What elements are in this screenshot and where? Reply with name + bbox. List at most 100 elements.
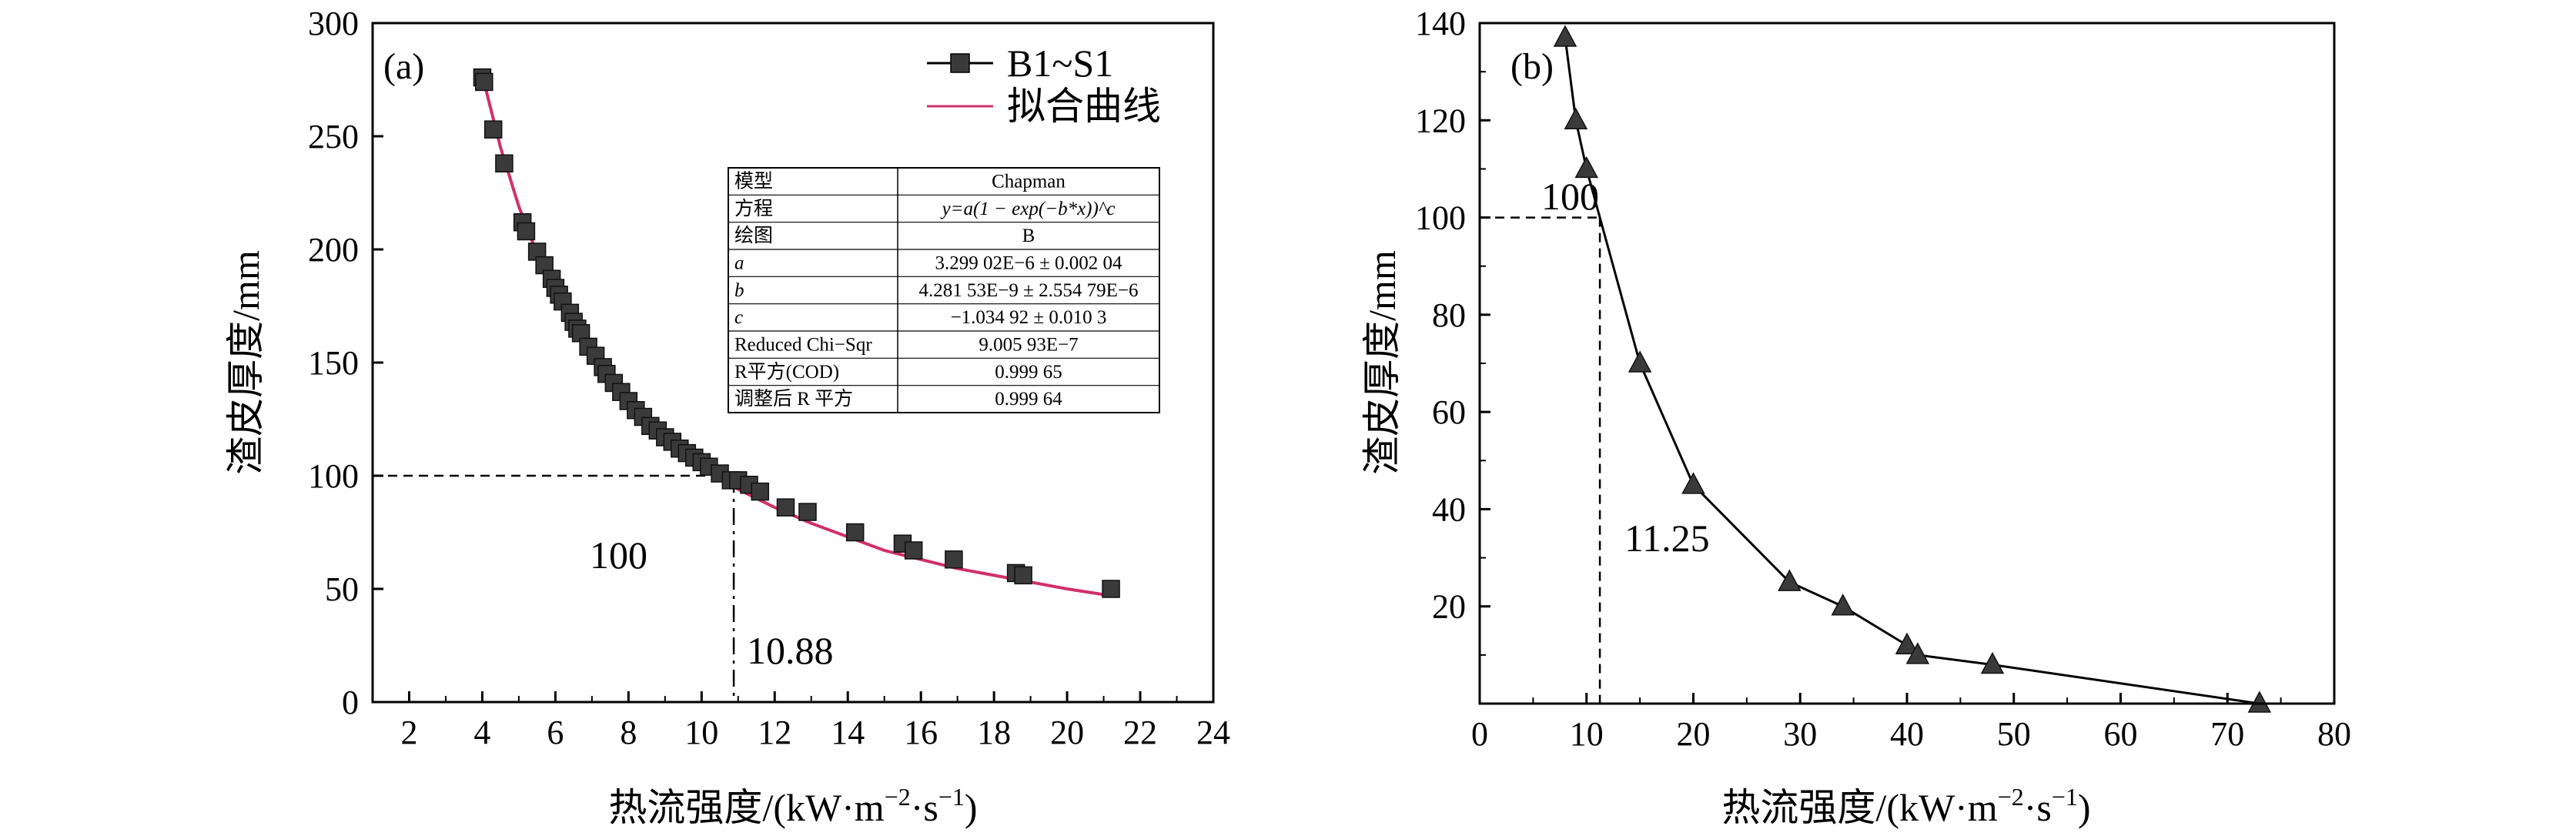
x-tick-label: 50: [1997, 715, 2031, 753]
fit-table-key: c: [734, 307, 743, 328]
panel-b-x-axis-title: 热流强度/(kW·m−2·s−1): [1721, 783, 2090, 829]
fit-table-value: −1.034 92 ± 0.010 3: [951, 307, 1107, 328]
panel-b-data-points: [1553, 25, 2272, 713]
fit-table-value: B: [1022, 226, 1035, 246]
fit-table-value: 0.999 64: [995, 389, 1062, 410]
scatter-point: [776, 498, 795, 517]
triangle-point: [1553, 25, 1577, 47]
series-line: [1564, 37, 2260, 705]
panel-a-x-mark-label: 10.88: [747, 629, 834, 672]
fit-table-value: 9.005 93E−7: [979, 334, 1078, 355]
panel-a-data-points: [473, 68, 1120, 598]
triangle-point: [1905, 642, 1930, 664]
fit-table-value: 0.999 65: [995, 362, 1062, 383]
y-tick-label: 0: [342, 684, 359, 721]
x-tick-label: 10: [1570, 715, 1604, 753]
legend-label-scatter: B1~S1: [1007, 42, 1113, 85]
panel-b-guide-lines: [1480, 216, 1601, 704]
fit-table-value: 4.281 53E−9 ± 2.554 79E−6: [919, 280, 1139, 301]
panel-a-y-axis-title: 渣皮厚度/mm: [224, 250, 267, 475]
x-tick-label: 20: [1050, 714, 1084, 751]
scatter-point: [1102, 580, 1120, 598]
scatter-point: [751, 482, 770, 501]
y-tick-label: 80: [1432, 296, 1466, 334]
scatter-point: [945, 550, 963, 569]
panel-a-legend: B1~S1 拟合曲线: [927, 42, 1161, 128]
fit-table-value: Chapman: [992, 171, 1066, 192]
triangle-point: [1628, 350, 1652, 373]
scatter-point: [1014, 566, 1032, 585]
y-tick-label: 300: [308, 5, 359, 42]
panel-b-chart: 0 10 20 30 40 50 60 70 80 20 40 60 80 100 120 140 (b) 1…: [1360, 5, 2351, 829]
triangle-point: [1831, 594, 1855, 616]
x-tick-label: 10: [684, 714, 718, 751]
x-tick-label: 24: [1196, 714, 1230, 751]
panel-b-y-mark-label: 100: [1541, 175, 1599, 218]
x-tick-label: 40: [1890, 715, 1924, 753]
y-tick-label: 20: [1432, 588, 1466, 626]
y-tick-label: 150: [308, 344, 359, 382]
triangle-point: [1564, 107, 1588, 130]
panel-b-x-mark-label: 11.25: [1624, 517, 1710, 560]
fit-table-key: Reduced Chi−Sqr: [734, 334, 872, 355]
x-tick-label: 12: [758, 714, 791, 751]
y-tick-label: 250: [308, 118, 359, 155]
y-tick-label: 60: [1432, 393, 1466, 431]
y-tick-label: 100: [1415, 199, 1466, 237]
x-tick-label: 16: [904, 714, 938, 751]
y-tick-label: 50: [325, 570, 359, 608]
panel-b-label: (b): [1510, 46, 1554, 87]
fit-table-key: 调整后 R 平方: [734, 388, 853, 410]
scatter-point: [798, 503, 817, 521]
triangle-point: [1895, 632, 1919, 654]
fit-table-key: 模型: [734, 170, 773, 192]
panel-b-plot-frame: [1478, 22, 2336, 705]
y-tick-label: 40: [1432, 490, 1466, 528]
x-tick-label: 18: [977, 714, 1011, 751]
legend-label-fit: 拟合曲线: [1007, 85, 1161, 128]
panel-b-series-line-layer: [1564, 37, 2260, 705]
triangle-point: [1574, 155, 1599, 179]
x-tick-label: 30: [1783, 715, 1817, 753]
x-tick-label: 22: [1123, 714, 1157, 751]
fit-table-value: y=a(1 − exp(−b*x))^c: [940, 199, 1116, 219]
x-tick-label: 6: [547, 714, 564, 751]
panel-b-ticks: 0 10 20 30 40 50 60 70 80 20 40 60 80 100 120 140: [1415, 5, 2351, 753]
triangle-point: [1778, 569, 1802, 591]
x-tick-label: 70: [2210, 715, 2244, 753]
y-tick-label: 140: [1415, 5, 1466, 42]
triangle-point: [2247, 691, 2272, 713]
fit-table-key: R平方(COD): [734, 361, 839, 383]
x-tick-label: 0: [1471, 715, 1488, 753]
y-tick-label: 200: [308, 231, 359, 269]
x-tick-label: 14: [831, 714, 865, 751]
x-tick-label: 20: [1677, 715, 1711, 753]
panel-b-y-axis-title: 渣皮厚度/mm: [1360, 250, 1403, 475]
panel-a-label: (a): [383, 46, 424, 87]
scatter-point: [475, 72, 493, 92]
x-tick-label: 2: [400, 714, 417, 751]
scatter-point: [483, 120, 503, 139]
panel-a-y-mark-label: 100: [590, 533, 647, 577]
triangle-point: [1980, 651, 2005, 674]
scatter-point: [904, 541, 923, 560]
panel-a-x-axis-title: 热流强度/(kW·m−2·s−1): [608, 783, 977, 829]
legend-square-marker: [950, 53, 970, 73]
fit-table-key: b: [734, 280, 744, 301]
x-tick-label: 8: [620, 714, 637, 751]
x-tick-label: 4: [473, 714, 490, 751]
fit-table-frame: [728, 167, 1160, 413]
panel-a-guide-lines: [373, 474, 735, 702]
y-tick-label: 100: [308, 457, 359, 495]
fit-table-key: a: [734, 252, 744, 273]
fit-table-key: 方程: [734, 198, 773, 219]
x-tick-label: 80: [2317, 715, 2351, 753]
y-tick-label: 120: [1415, 102, 1466, 139]
scatter-point: [845, 523, 865, 542]
fit-parameter-table: 模型 Chapman 方程 y=a(1 − exp(−b*x))^c 绘图 Ba 3.299…: [728, 167, 1160, 413]
scatter-point: [517, 222, 536, 241]
fit-table-value: 3.299 02E−6 ± 0.002 04: [935, 252, 1122, 273]
